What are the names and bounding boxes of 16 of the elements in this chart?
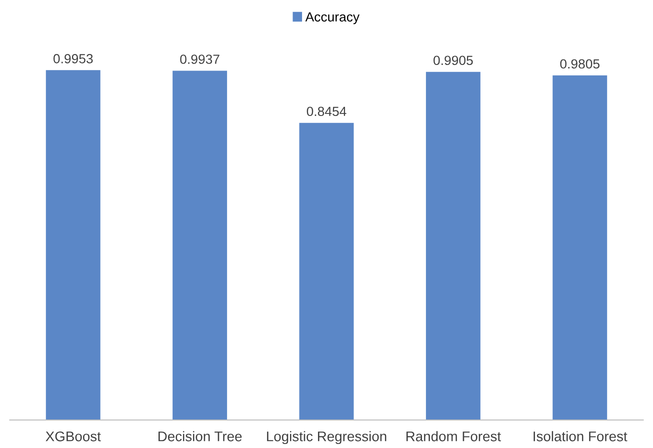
x-tick-label: Random Forest xyxy=(406,431,501,442)
bar xyxy=(46,70,100,420)
x-tick-label: Decision Tree xyxy=(158,431,242,442)
data-label: 0.8454 xyxy=(306,106,346,116)
bar xyxy=(172,70,228,420)
x-tick-label: Logistic Regression xyxy=(267,431,386,444)
bar xyxy=(426,72,480,420)
x-tick-label: Isolation Forest xyxy=(534,431,628,442)
data-label: 0.9905 xyxy=(434,56,473,66)
legend-label: Accuracy xyxy=(305,12,360,24)
data-label: 0.9805 xyxy=(560,59,600,69)
data-label: 0.9953 xyxy=(53,54,93,64)
bar xyxy=(552,75,608,420)
x-tick-label: XGBoost xyxy=(46,431,101,442)
data-label: 0.9937 xyxy=(180,54,220,64)
bar xyxy=(299,122,354,420)
